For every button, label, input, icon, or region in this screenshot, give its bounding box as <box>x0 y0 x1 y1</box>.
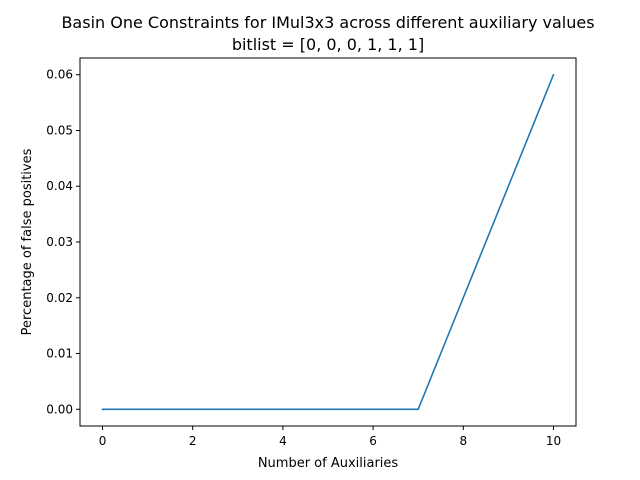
chart-subtitle: bitlist = [0, 0, 0, 1, 1, 1] <box>232 35 424 54</box>
y-tick-label: 0.02 <box>46 291 73 305</box>
y-tick-label: 0.05 <box>46 123 73 137</box>
plot-frame <box>79 57 577 427</box>
x-tick-label: 6 <box>369 434 377 448</box>
y-tick-label: 0.03 <box>46 235 73 249</box>
x-axis-label: Number of Auxiliaries <box>258 456 399 471</box>
x-tick-label: 10 <box>546 434 561 448</box>
plot-area: 0 2 4 6 8 10 0.00 0.01 0.02 0.03 0.04 0.05 0.06 <box>46 57 577 448</box>
x-tick-label: 4 <box>279 434 287 448</box>
y-tick-label: 0.06 <box>46 68 73 82</box>
series-line-0 <box>101 73 555 411</box>
y-axis-label: Percentage of false positives <box>20 148 35 335</box>
x-tick-label: 8 <box>459 434 467 448</box>
y-tick-label: 0.01 <box>46 347 73 361</box>
chart-title: Basin One Constraints for IMul3x3 across… <box>61 13 594 32</box>
y-tick-label: 0.04 <box>46 179 73 193</box>
y-tick-label: 0.00 <box>46 402 73 416</box>
x-tick-label: 2 <box>189 434 197 448</box>
x-tick-label: 0 <box>99 434 107 448</box>
